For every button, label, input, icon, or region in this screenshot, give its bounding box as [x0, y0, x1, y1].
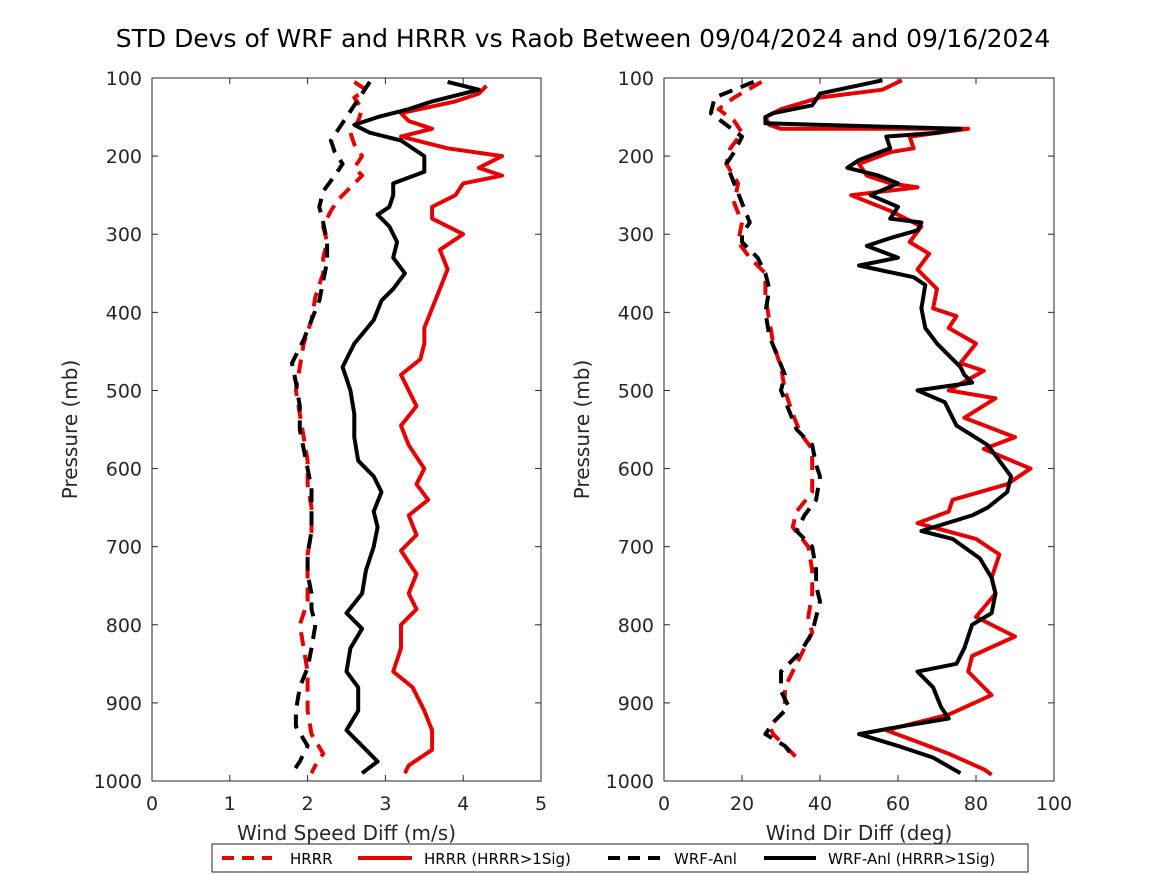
left-y-tick-label: 700	[106, 537, 142, 559]
left-x-tick-label: 5	[535, 793, 547, 815]
left-y-tick-label: 500	[106, 380, 142, 402]
left-y-tick-label: 800	[106, 615, 142, 637]
left-series-hrrr-hrrr-1sig	[391, 84, 505, 775]
left-y-tick-label: 900	[106, 693, 142, 715]
right-series-hrrr	[716, 80, 815, 760]
left-series-hrrr	[293, 80, 368, 775]
right-y-axis-label: Pressure (mb)	[570, 360, 594, 500]
left-y-axis-label: Pressure (mb)	[58, 360, 82, 500]
right-y-tick-label: 900	[618, 693, 654, 715]
left-series-wrf-anl	[290, 80, 372, 775]
left-x-tick-label: 4	[457, 793, 469, 815]
left-panel: 0 1 2 3 4 5 100 200 300 400 500 600 700 800 900 1000 Win…	[58, 68, 547, 845]
left-y-tick-label: 100	[106, 68, 142, 90]
right-x-tick-label: 20	[730, 793, 754, 815]
legend-label-hrrr: HRRR	[290, 850, 333, 868]
right-y-tick-label: 400	[618, 302, 654, 324]
right-x-tick-label: 40	[808, 793, 832, 815]
left-x-tick-label: 1	[224, 793, 236, 815]
right-series-wrf-anl-hrrr-1sig	[763, 78, 1014, 775]
right-panel: 0 20 40 60 80 100 100 200 300 400 500 600 700 800 900 1…	[570, 68, 1072, 845]
left-series-wrf-anl-hrrr-1sig	[340, 79, 481, 775]
legend-label-wrf-sig: WRF-Anl (HRRR>1Sig)	[828, 850, 995, 868]
left-axes-box	[151, 77, 542, 782]
right-x-tick-label: 0	[658, 793, 670, 815]
left-x-axis-label: Wind Speed Diff (m/s)	[237, 821, 456, 845]
right-y-tick-label: 200	[618, 146, 654, 168]
right-y-tick-label: 300	[618, 224, 654, 246]
left-y-tick-label: 300	[106, 224, 142, 246]
right-axes-box	[663, 77, 1055, 782]
right-y-tick-label: 1000	[606, 771, 654, 793]
legend-label-hrrr-sig: HRRR (HRRR>1Sig)	[424, 850, 571, 868]
left-x-tick-label: 0	[146, 793, 158, 815]
left-x-tick-label: 3	[379, 793, 391, 815]
right-x-tick-label: 100	[1036, 793, 1072, 815]
right-series-wrf-anl	[708, 80, 822, 758]
right-y-tick-label: 600	[618, 459, 654, 481]
right-y-tick-label: 100	[618, 68, 654, 90]
right-y-tick-label: 800	[618, 615, 654, 637]
left-x-tick-label: 2	[302, 793, 314, 815]
left-y-tick-label: 400	[106, 302, 142, 324]
right-y-tick-label: 500	[618, 380, 654, 402]
legend-label-wrf: WRF-Anl	[674, 850, 737, 868]
left-y-tick-label: 1000	[94, 771, 142, 793]
right-y-tick-label: 700	[618, 537, 654, 559]
chart-title: STD Devs of WRF and HRRR vs Raob Between…	[116, 24, 1051, 53]
legend: HRRR HRRR (HRRR>1Sig) WRF-Anl WRF-Anl (H…	[211, 843, 1029, 873]
left-y-tick-label: 600	[106, 459, 142, 481]
right-x-tick-label: 60	[886, 793, 910, 815]
right-x-tick-label: 80	[964, 793, 988, 815]
right-x-axis-label: Wind Dir Diff (deg)	[766, 821, 953, 845]
left-y-tick-label: 200	[106, 146, 142, 168]
